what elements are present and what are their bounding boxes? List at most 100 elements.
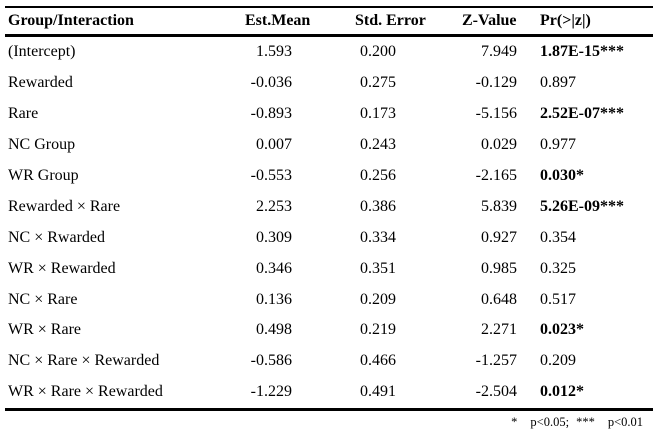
cell-est-mean: 0.309 (242, 229, 352, 247)
numeric-value: 0.209 (360, 290, 396, 308)
cell-p-value: 0.517 (540, 290, 576, 308)
significance-threshold-1: p<0.05; (530, 414, 570, 429)
cell-std-error: 0.466 (352, 352, 459, 370)
numeric-value: 0.256 (360, 167, 396, 184)
numeric-value: 0.927 (481, 228, 517, 246)
numeric-value: -0.129 (475, 74, 517, 92)
numeric-value: -0.893 (250, 105, 292, 123)
cell-std-error: 0.243 (352, 136, 459, 154)
cell-group-interaction: WR × Rewarded (8, 259, 116, 277)
table-row: Rare -0.893 0.173 -5.156 2.52E-07*** (5, 99, 653, 130)
cell-std-error: 0.200 (352, 43, 459, 61)
numeric-value: -0.586 (250, 352, 292, 370)
cell-est-mean: -0.586 (242, 352, 352, 370)
cell-group-interaction: WR Group (8, 167, 79, 184)
column-header-std-error: Std. Error (355, 12, 426, 29)
numeric-value: 2.253 (256, 197, 292, 215)
table-row: (Intercept) 1.593 0.200 7.949 1.87E-15*** (5, 37, 653, 68)
cell-z-value: 0.985 (459, 260, 537, 278)
numeric-value: -1.257 (475, 352, 517, 370)
cell-z-value: 5.839 (459, 198, 537, 216)
table-row: WR × Rare × Rewarded -1.229 0.491 -2.504 0.0… (5, 377, 653, 408)
cell-p-value: 5.26E-09*** (540, 197, 624, 215)
cell-group-interaction: NC × Rwarded (8, 228, 106, 246)
numeric-value: 0.200 (360, 43, 396, 61)
cell-z-value: -5.156 (459, 105, 537, 123)
table-row: NC × Rare × Rewarded -0.586 0.466 -1.257 0.2… (5, 346, 653, 377)
numeric-value: 0.491 (360, 383, 396, 401)
cell-z-value: -1.257 (459, 352, 537, 370)
cell-z-value: 0.927 (459, 229, 537, 247)
cell-group-interaction: NC Group (8, 136, 76, 154)
numeric-value: 0.007 (256, 136, 292, 154)
numeric-value: 0.275 (360, 74, 396, 92)
numeric-value: 7.949 (481, 43, 517, 61)
cell-p-value: 0.012* (540, 383, 584, 401)
cell-est-mean: 1.593 (242, 43, 352, 61)
numeric-value: 0.985 (481, 259, 517, 277)
cell-p-value: 0.897 (540, 74, 576, 92)
numeric-value: 0.351 (360, 259, 396, 277)
numeric-value: 0.498 (256, 321, 292, 339)
cell-p-value: 1.87E-15*** (540, 43, 624, 61)
column-header-z-value: Z-Value (462, 12, 517, 29)
numeric-value: -2.504 (475, 383, 517, 401)
cell-z-value: -2.165 (459, 167, 537, 185)
cell-p-value: 0.030* (540, 167, 584, 184)
cell-est-mean: -1.229 (242, 383, 352, 401)
numeric-value: 0.346 (256, 259, 292, 277)
cell-z-value: -0.129 (459, 74, 537, 92)
numeric-value: 0.243 (360, 136, 396, 154)
significance-symbol-1: * (511, 414, 518, 429)
numeric-value: -5.156 (475, 105, 517, 123)
cell-std-error: 0.386 (352, 198, 459, 216)
numeric-value: -1.229 (250, 383, 292, 401)
numeric-value: 2.271 (481, 321, 517, 339)
cell-group-interaction: Rare (8, 105, 39, 123)
numeric-value: 0.386 (360, 197, 396, 215)
numeric-value: 0.173 (360, 105, 396, 123)
numeric-value: 5.839 (481, 197, 517, 215)
cell-group-interaction: NC × Rare (8, 290, 78, 308)
cell-group-interaction: Rewarded (8, 74, 73, 92)
cell-std-error: 0.173 (352, 105, 459, 123)
column-header-p-value: Pr(>|z|) (540, 12, 591, 29)
cell-est-mean: -0.036 (242, 74, 352, 92)
cell-group-interaction: Rewarded × Rare (8, 197, 121, 215)
table-row: NC × Rwarded 0.309 0.334 0.927 0.354 (5, 222, 653, 253)
cell-std-error: 0.209 (352, 291, 459, 309)
regression-results-table: Group/Interaction Est.Mean Std. Error Z-… (5, 6, 653, 430)
significance-symbol-2: *** (576, 414, 595, 429)
cell-z-value: 2.271 (459, 321, 537, 339)
cell-z-value: 7.949 (459, 43, 537, 61)
cell-est-mean: 0.346 (242, 260, 352, 278)
numeric-value: -2.165 (475, 167, 517, 184)
significance-threshold-2: p<0.01 (607, 414, 643, 429)
cell-std-error: 0.219 (352, 321, 459, 339)
cell-std-error: 0.256 (352, 167, 459, 185)
cell-est-mean: -0.893 (242, 105, 352, 123)
cell-z-value: -2.504 (459, 383, 537, 401)
cell-est-mean: 0.136 (242, 291, 352, 309)
cell-std-error: 0.491 (352, 383, 459, 401)
cell-group-interaction: (Intercept) (8, 43, 76, 61)
cell-z-value: 0.029 (459, 136, 537, 154)
column-header-est-mean: Est.Mean (245, 12, 311, 29)
cell-z-value: 0.648 (459, 291, 537, 309)
table-row: Rewarded × Rare 2.253 0.386 5.839 5.26E-09**… (5, 191, 653, 222)
cell-group-interaction: NC × Rare × Rewarded (8, 352, 160, 370)
numeric-value: 0.029 (481, 136, 517, 154)
table-row: NC Group 0.007 0.243 0.029 0.977 (5, 130, 653, 161)
numeric-value: 0.466 (360, 352, 396, 370)
table-row: WR Group -0.553 0.256 -2.165 0.030* (5, 161, 653, 192)
cell-p-value: 0.354 (540, 228, 576, 246)
cell-std-error: 0.351 (352, 260, 459, 278)
table-row: NC × Rare 0.136 0.209 0.648 0.517 (5, 284, 653, 315)
cell-p-value: 0.325 (540, 259, 576, 277)
cell-est-mean: 0.498 (242, 321, 352, 339)
cell-p-value: 0.977 (540, 136, 576, 154)
table-header-row: Group/Interaction Est.Mean Std. Error Z-… (5, 6, 653, 37)
numeric-value: -0.553 (250, 167, 292, 184)
numeric-value: 1.593 (256, 43, 292, 61)
